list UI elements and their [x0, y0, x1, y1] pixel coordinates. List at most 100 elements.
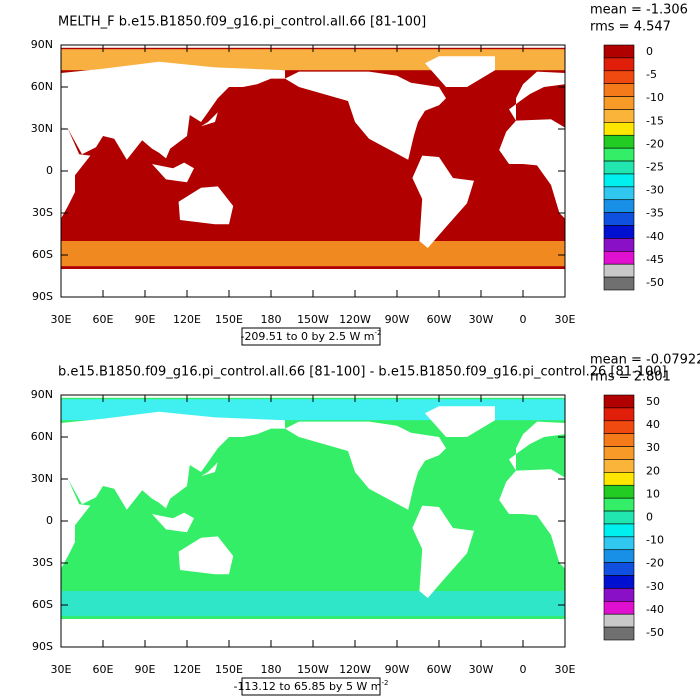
land: [412, 155, 474, 248]
colorbar-label: 40: [646, 418, 660, 431]
lon-label: 60E: [93, 663, 114, 676]
colorbar-box: [603, 549, 635, 563]
lon-label: 90E: [135, 663, 156, 676]
lon-label: 90W: [385, 663, 410, 676]
colorbar-box: [603, 83, 635, 97]
colorbar-box: [603, 420, 635, 434]
lat-label: 60N: [31, 430, 53, 443]
lat-label: 90N: [31, 388, 53, 401]
colorbar-box: [603, 433, 635, 447]
colorbar-label: -5: [646, 68, 657, 81]
colorbar-box: [603, 601, 635, 615]
colorbar-box: [603, 276, 635, 291]
lat-label: 90S: [32, 290, 53, 303]
stat: mean = -0.07922: [590, 353, 700, 368]
colorbar-label: -45: [646, 253, 664, 266]
land: [425, 406, 495, 437]
colorbar-label: -40: [646, 230, 664, 243]
info-box: [241, 327, 381, 346]
land: [285, 71, 446, 160]
colorbar-box: [603, 238, 635, 252]
lat-label: 30S: [32, 206, 53, 219]
colorbar-box: [603, 497, 635, 512]
land: [509, 71, 565, 121]
lon-label: 120W: [339, 663, 371, 676]
lon-label: 150E: [215, 313, 243, 326]
land: [178, 186, 234, 225]
info-exp: -2: [375, 329, 382, 337]
colorbar-box: [603, 626, 635, 641]
colorbar-box: [603, 160, 635, 175]
land: [201, 112, 218, 127]
land: [499, 119, 565, 219]
lat-label: 30S: [32, 556, 53, 569]
lat-label: 30N: [31, 122, 53, 135]
colorbar-label: 30: [646, 441, 660, 454]
lon-label: 30W: [469, 313, 494, 326]
colorbar-box: [603, 199, 635, 213]
southern-band: [61, 241, 565, 267]
colorbar-label: -35: [646, 207, 664, 220]
lon-label: 150W: [297, 663, 329, 676]
lat-label: 60N: [31, 80, 53, 93]
land: [412, 505, 474, 598]
info-box: [241, 677, 381, 696]
lat-label: 90N: [31, 38, 53, 51]
colorbar-box: [603, 575, 635, 589]
colorbar-label: -10: [646, 534, 664, 547]
colorbar-box: [603, 44, 635, 59]
lat-label: 0: [46, 514, 53, 527]
colorbar-box: [603, 263, 635, 278]
colorbar-label: -10: [646, 91, 664, 104]
lon-label: 0: [520, 663, 527, 676]
info-text: -209.51 to 0 by 2.5 W m: [240, 330, 374, 343]
lat-label: 90S: [32, 640, 53, 653]
colorbar-box: [603, 588, 635, 602]
colorbar-box: [603, 613, 635, 628]
lon-label: 150E: [215, 663, 243, 676]
colorbar-box: [603, 173, 635, 188]
colorbar-box: [603, 407, 635, 422]
land: [425, 56, 495, 87]
land: [201, 462, 218, 477]
lon-label: 30W: [469, 663, 494, 676]
colorbar-box: [603, 186, 635, 201]
colorbar-label: -30: [646, 184, 664, 197]
lon-label: 180: [261, 313, 282, 326]
lon-label: 90E: [135, 313, 156, 326]
colorbar-box: [603, 134, 635, 149]
colorbar-label: -50: [646, 276, 664, 289]
colorbar-box: [603, 57, 635, 72]
land: [178, 536, 234, 575]
land: [61, 477, 91, 569]
info-exp: -2: [382, 679, 389, 687]
stat: mean = -1.306: [590, 3, 688, 18]
colorbar-box: [603, 472, 635, 486]
colorbar-box: [603, 484, 635, 499]
colorbar-box: [603, 446, 635, 460]
colorbar-box: [603, 109, 635, 123]
info-text: -113.12 to 65.85 by 5 W m: [233, 680, 381, 693]
southern-band: [61, 591, 565, 617]
colorbar-box: [603, 122, 635, 136]
lat-label: 30N: [31, 472, 53, 485]
land: [509, 421, 565, 471]
stat: rms = 2.801: [590, 370, 671, 385]
colorbar-label: -20: [646, 137, 664, 150]
lon-label: 30E: [555, 663, 576, 676]
land: [152, 162, 194, 183]
colorbar-box: [603, 147, 635, 162]
colorbar-box: [603, 225, 635, 239]
lon-label: 60W: [427, 663, 452, 676]
stat: rms = 4.547: [590, 20, 671, 35]
colorbar-label: -15: [646, 114, 664, 127]
colorbar-box: [603, 70, 635, 84]
lat-label: 60S: [32, 248, 53, 261]
colorbar-label: -50: [646, 626, 664, 639]
lon-label: 30E: [51, 663, 72, 676]
land: [61, 127, 91, 219]
lon-label: 30E: [555, 313, 576, 326]
colorbar-box: [603, 459, 635, 473]
